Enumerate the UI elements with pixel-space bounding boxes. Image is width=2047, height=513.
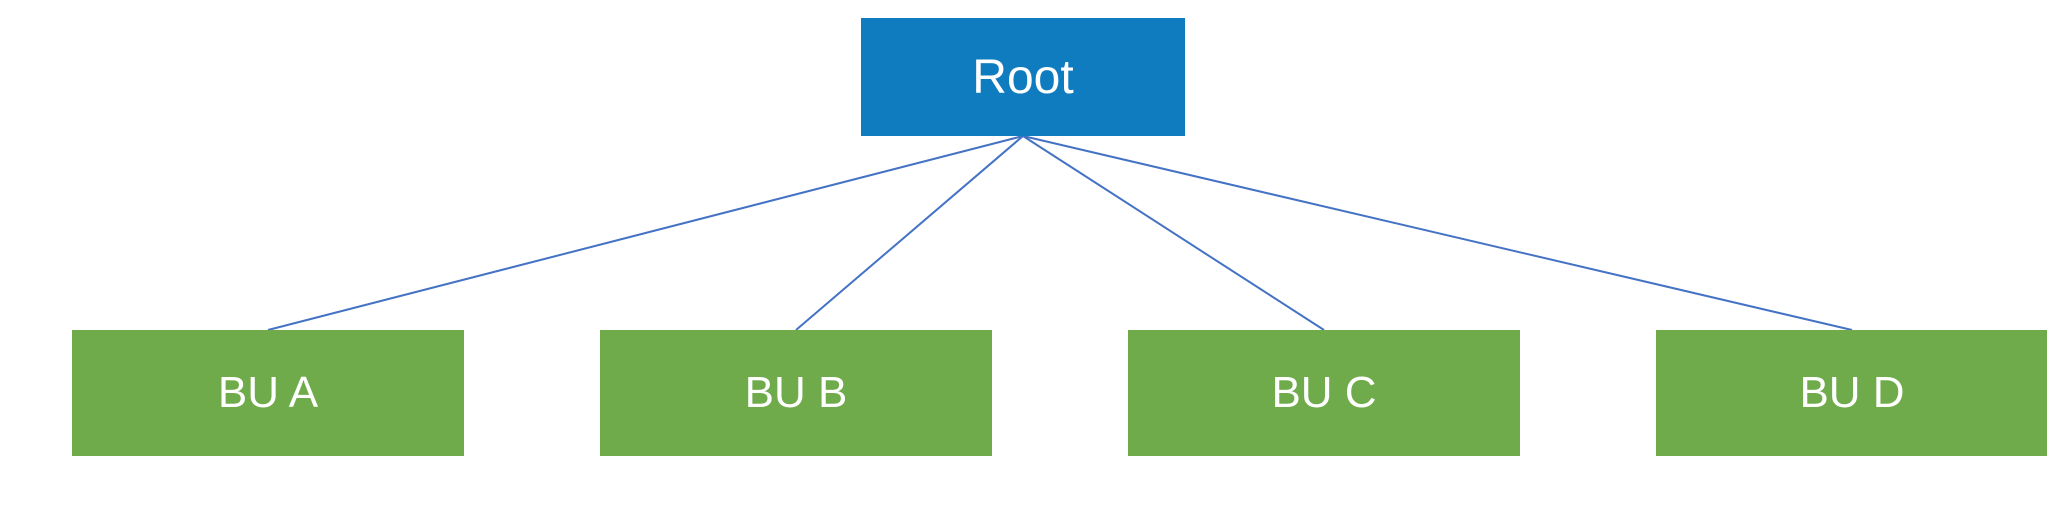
root-node: Root: [861, 18, 1185, 136]
child-node-bu-a: BU A: [72, 330, 464, 456]
edge: [268, 136, 1023, 330]
child-label: BU C: [1271, 368, 1376, 418]
edge: [1023, 136, 1852, 330]
edge: [796, 136, 1023, 330]
child-node-bu-d: BU D: [1656, 330, 2047, 456]
child-node-bu-c: BU C: [1128, 330, 1520, 456]
tree-diagram: Root BU A BU B BU C BU D: [0, 0, 2047, 513]
root-label: Root: [972, 50, 1073, 105]
child-label: BU B: [745, 368, 848, 418]
child-label: BU A: [218, 368, 318, 418]
child-label: BU D: [1799, 368, 1904, 418]
edge: [1023, 136, 1324, 330]
child-node-bu-b: BU B: [600, 330, 992, 456]
